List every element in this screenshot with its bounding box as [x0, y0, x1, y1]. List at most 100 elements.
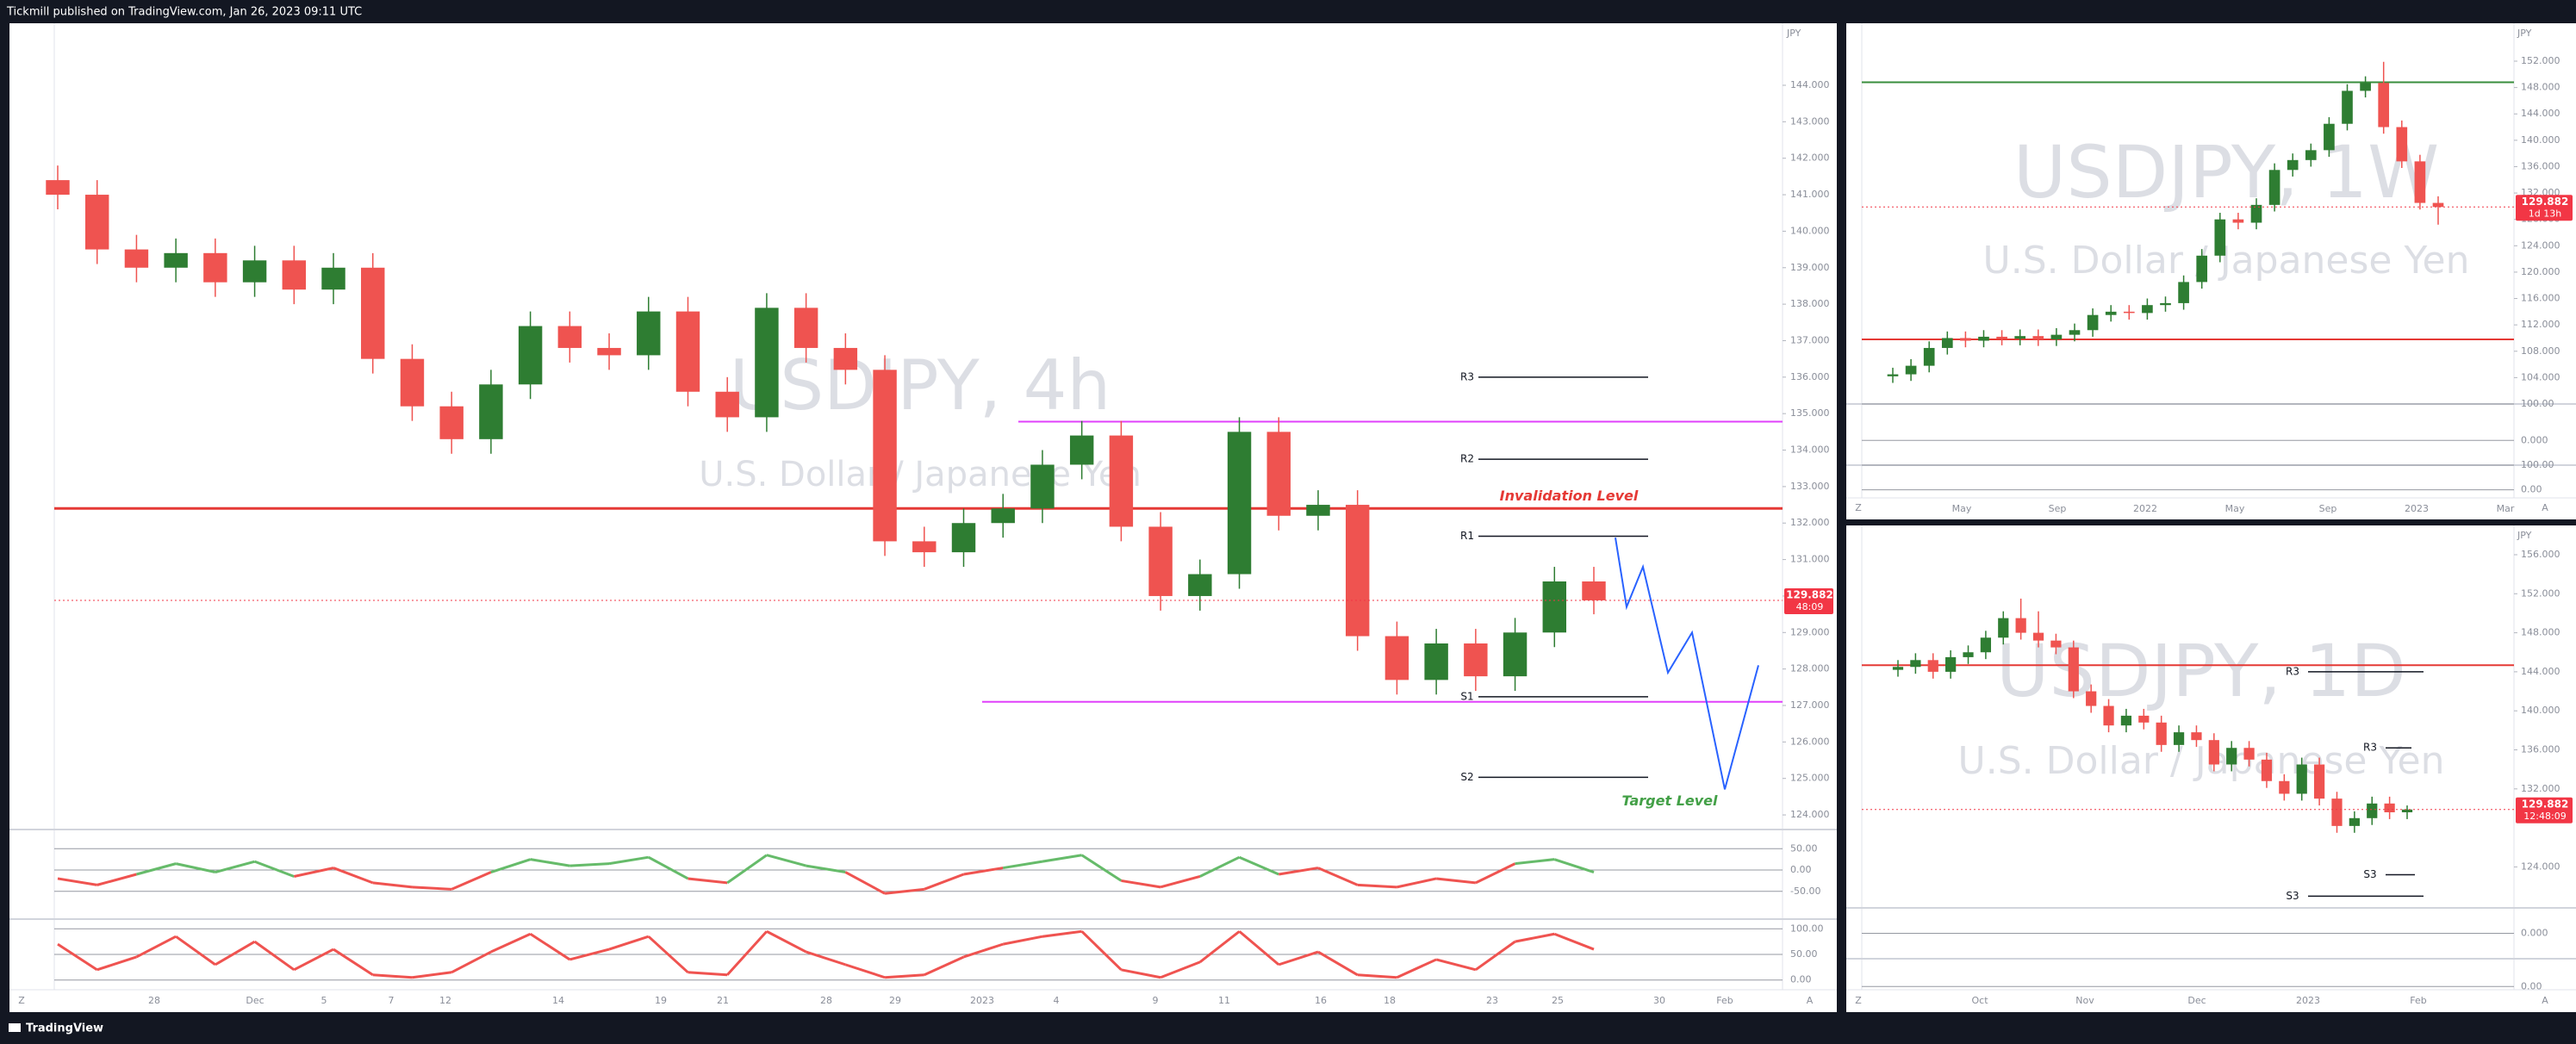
oscillator-segment: [1435, 877, 1477, 885]
candle-body: [912, 541, 936, 553]
y-tick-label: 0.00: [1790, 864, 1812, 875]
watermark-symbol: USDJPY, 1D: [1996, 629, 2406, 713]
candle-body: [1941, 338, 1953, 348]
y-tick-label: 135.000: [1790, 407, 1830, 419]
candle-body: [2173, 732, 2185, 745]
stochastic-segment: [412, 971, 452, 979]
candle-body: [1227, 432, 1252, 575]
stochastic-segment: [1198, 930, 1241, 964]
oscillator-segment: [333, 867, 374, 885]
candle-body: [321, 267, 345, 290]
x-tick-label: Dec: [246, 995, 264, 1006]
stochastic-segment: [215, 940, 256, 966]
y-tick-label: 124.000: [2521, 861, 2560, 872]
stochastic-segment: [1553, 932, 1595, 951]
y-tick-label: 124.000: [1790, 809, 1830, 820]
candle-body: [1978, 336, 1989, 341]
candle-body: [2268, 170, 2280, 205]
candle-body: [1892, 667, 1904, 670]
candle-body: [282, 260, 307, 290]
y-tick-label: 129.000: [1790, 626, 1830, 637]
candle-body: [361, 267, 385, 359]
x-tick-label: 11: [1218, 995, 1230, 1006]
candle-body: [2105, 311, 2117, 315]
stochastic-segment: [1515, 932, 1555, 943]
candle-body: [2367, 803, 2378, 818]
watermark-description: U.S. Dollar / Japanese Yen: [1958, 739, 2445, 783]
candle-body: [2331, 799, 2343, 826]
candle-body: [479, 384, 503, 439]
stochastic-segment: [333, 948, 374, 977]
y-tick-label: 108.000: [2521, 345, 2560, 357]
candle-body: [2232, 219, 2244, 223]
x-tick-label: 5: [321, 995, 327, 1006]
oscillator-segment: [1475, 862, 1516, 885]
y-tick-label: 137.000: [1790, 334, 1830, 345]
candle-body: [203, 252, 227, 283]
y-tick-label: 139.000: [1790, 262, 1830, 273]
candle-body: [2015, 618, 2026, 633]
candle-body: [1306, 505, 1330, 516]
candle-body: [2068, 647, 2079, 692]
candle-body: [2191, 732, 2202, 741]
oscillator-segment: [1121, 879, 1161, 889]
scale-zoom-button[interactable]: Z: [1855, 502, 1862, 513]
y-tick-label: 144.000: [1790, 79, 1830, 90]
pivot-label: S1: [1460, 690, 1473, 702]
scale-auto-button[interactable]: A: [2542, 502, 2548, 513]
candle-body: [2414, 161, 2426, 203]
candle-body: [557, 326, 582, 348]
scale-auto-button[interactable]: A: [2542, 995, 2548, 1006]
currency-label: JPY: [2517, 530, 2532, 541]
y-tick-label: 148.000: [2521, 82, 2560, 93]
scale-auto-button[interactable]: A: [1807, 995, 1814, 1006]
pivot-label: R3: [2286, 665, 2299, 677]
candle-body: [2305, 150, 2317, 160]
y-tick-label: -50.00: [1790, 886, 1820, 897]
stochastic-segment: [1435, 958, 1477, 972]
stochastic-segment: [57, 942, 98, 972]
scale-zoom-button[interactable]: Z: [1855, 995, 1862, 1006]
y-tick-label: 140.000: [2521, 134, 2560, 146]
x-tick-label: 9: [1153, 995, 1159, 1006]
candle-body: [2378, 83, 2390, 127]
oscillator-segment: [648, 855, 689, 880]
chart-panel: [9, 23, 1837, 1012]
y-tick-label: 152.000: [2521, 55, 2560, 66]
x-tick-label: 19: [655, 995, 667, 1006]
x-tick-label: Feb: [1716, 995, 1733, 1006]
oscillator-segment: [806, 864, 846, 874]
oscillator-segment: [1238, 855, 1279, 876]
y-tick-label: 144.000: [2521, 666, 2560, 677]
stochastic-segment: [884, 973, 924, 979]
oscillator-segment: [215, 860, 255, 873]
candle-body: [1188, 574, 1212, 596]
y-tick-label: 0.000: [2521, 928, 2548, 939]
stochastic-segment: [1160, 960, 1201, 979]
candle-body: [2384, 803, 2395, 812]
last-price-tag: [2516, 797, 2573, 823]
candle-body: [2214, 219, 2226, 256]
y-tick-label: 126.000: [1790, 736, 1830, 747]
candle-body: [400, 358, 425, 407]
candle-body: [2120, 715, 2132, 726]
y-tick-label: 132.000: [1790, 517, 1830, 528]
candle-body: [2208, 740, 2219, 765]
pivot-label: R3: [1460, 370, 1474, 382]
y-tick-label: 0.00: [2521, 980, 2542, 991]
candle-body: [1945, 656, 1957, 672]
oscillator-segment: [1279, 867, 1319, 876]
y-tick-label: 128.000: [1790, 663, 1830, 674]
logo: TradingView: [9, 1022, 103, 1035]
candle-body: [1998, 618, 2009, 638]
y-tick-label: 100.00: [1790, 923, 1824, 934]
scale-zoom-button[interactable]: Z: [18, 995, 25, 1006]
candle-body: [1960, 338, 1971, 341]
candle-body: [2050, 640, 2062, 648]
oscillator-segment: [608, 855, 650, 866]
y-tick-label: 140.000: [2521, 705, 2560, 716]
x-tick-label: 14: [552, 995, 564, 1006]
stochastic-segment: [1238, 930, 1280, 966]
oscillator-segment: [1357, 883, 1397, 889]
